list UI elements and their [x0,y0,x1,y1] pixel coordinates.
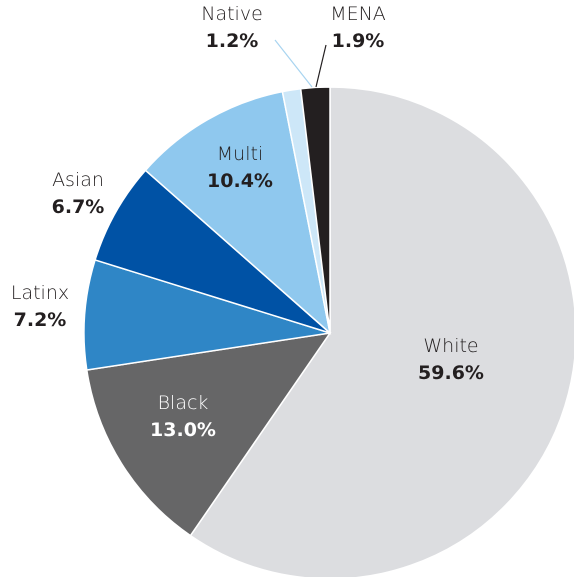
pie-slice-mena [299,86,331,334]
slice-labels: White 59.6% Black 13.0% Latinx 7.2% Asian 6.7% M… [11,3,484,441]
slice-label-white: White [423,335,478,357]
leader-line-mena [315,44,327,88]
pie-slices [83,86,574,577]
slice-value-asian: 6.7% [52,196,105,218]
slice-value-multi: 10.4% [207,170,273,192]
slice-label-mena: MENA [330,3,386,25]
leader-line-native [274,39,313,88]
slice-label-native: Native [201,3,263,25]
slice-value-native: 1.2% [206,30,259,52]
slice-value-latinx: 7.2% [14,309,67,331]
pie-slice-black [85,331,332,537]
pie-slice-white [189,86,574,577]
leader-lines [274,39,327,88]
slice-value-white: 59.6% [418,362,484,384]
slice-label-latinx: Latinx [11,282,69,304]
slice-label-black: Black [158,392,209,414]
pie-slice-latinx [83,258,331,371]
slice-label-asian: Asian [52,169,104,191]
slice-label-multi: Multi [217,143,263,165]
pie-slice-multi [144,90,332,336]
slice-value-black: 13.0% [150,419,216,441]
slice-value-mena: 1.9% [332,30,385,52]
